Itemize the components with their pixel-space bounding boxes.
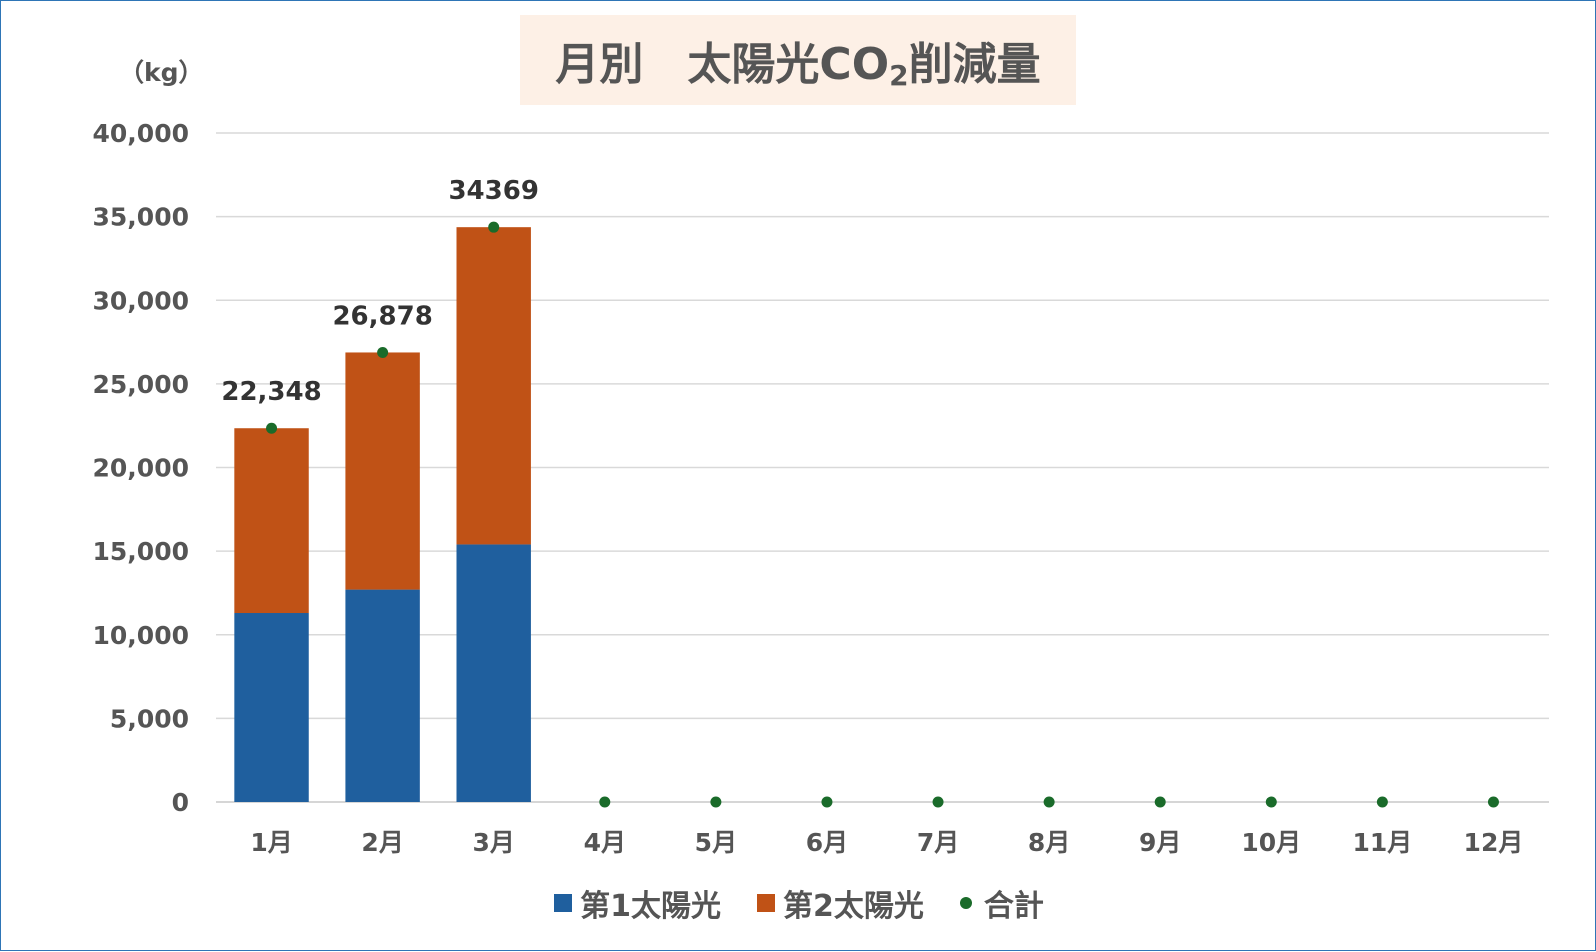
y-axis-unit-label: （kg）: [119, 58, 204, 87]
x-tick-label: 11月: [1352, 828, 1412, 857]
y-tick-label: 10,000: [93, 621, 189, 650]
x-tick-label: 6月: [806, 828, 848, 857]
total-point: [1265, 796, 1277, 808]
y-tick-label: 20,000: [93, 454, 189, 483]
chart-title-box: 月別 太陽光CO2削減量: [520, 15, 1076, 105]
legend-label-series2: 第2太陽光: [783, 889, 924, 924]
bar-segment-series1: [345, 589, 420, 802]
legend-label-total: 合計: [983, 889, 1044, 924]
x-axis-ticks: 1月 2月 3月 4月 5月 6月 7月 8月 9月 10月 11月 12月: [250, 828, 1523, 857]
data-labels: 22,348 26,878 34369: [221, 176, 539, 407]
x-tick-label: 3月: [473, 828, 515, 857]
bar-segment-series1: [456, 544, 531, 802]
x-tick-label: 2月: [361, 828, 403, 857]
bar-segment-series2: [234, 428, 309, 614]
gridlines: [216, 132, 1549, 803]
data-label-total: 34369: [448, 176, 538, 206]
total-point: [932, 796, 944, 808]
legend-item-total: 合計: [959, 881, 1044, 925]
x-tick-label: 4月: [584, 828, 626, 857]
total-point: [266, 422, 278, 434]
y-tick-label: 5,000: [110, 704, 189, 733]
y-tick-label: 40,000: [93, 119, 189, 148]
y-tick-label: 0: [172, 788, 189, 817]
total-point: [1487, 796, 1499, 808]
legend: 第1太陽光 第2太陽光 合計: [1, 881, 1596, 925]
total-point: [1154, 796, 1166, 808]
legend-swatch-series1: [554, 894, 573, 912]
data-label-total: 26,878: [332, 301, 432, 331]
bar-segment-series2: [345, 352, 420, 590]
x-tick-label: 9月: [1139, 828, 1181, 857]
bars: [234, 227, 531, 802]
chart-title: 月別 太陽光CO2削減量: [555, 39, 1041, 92]
x-tick-label: 10月: [1241, 828, 1301, 857]
bar-segment-series2: [456, 227, 531, 545]
x-tick-label: 7月: [917, 828, 959, 857]
y-tick-label: 25,000: [93, 370, 189, 399]
legend-item-series1: 第1太陽光: [554, 881, 721, 925]
x-tick-label: 12月: [1464, 828, 1524, 857]
total-points: [266, 221, 1499, 808]
total-point: [377, 346, 389, 358]
legend-label-series1: 第1太陽光: [580, 889, 721, 924]
y-axis-ticks: 40,000 35,000 30,000 25,000 20,000 15,000 10,0…: [93, 119, 189, 817]
total-point: [821, 796, 833, 808]
bar-segment-series1: [234, 613, 309, 802]
x-tick-label: 1月: [250, 828, 292, 857]
legend-swatch-total: [959, 897, 972, 909]
total-point: [1376, 796, 1388, 808]
y-tick-label: 15,000: [93, 537, 189, 566]
legend-item-series2: 第2太陽光: [757, 881, 924, 925]
y-tick-label: 35,000: [93, 203, 189, 232]
total-point: [1043, 796, 1055, 808]
total-point: [599, 796, 611, 808]
x-tick-label: 5月: [695, 828, 737, 857]
x-tick-label: 8月: [1028, 828, 1070, 857]
total-point: [710, 796, 722, 808]
y-tick-label: 30,000: [93, 286, 189, 315]
chart-title-subscript: 2: [889, 59, 909, 92]
total-point: [488, 221, 500, 233]
data-label-total: 22,348: [221, 377, 321, 407]
legend-swatch-series2: [757, 894, 775, 912]
